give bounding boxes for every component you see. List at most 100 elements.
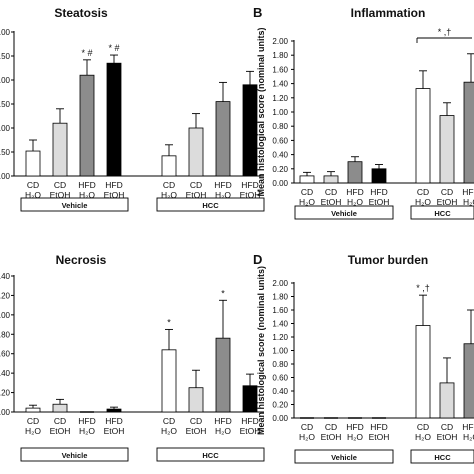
x-tick-label: CD: [301, 422, 313, 432]
x-tick-label: H₂O: [463, 432, 474, 442]
x-tick-label: HFD: [462, 187, 474, 197]
y-tick-label: .80: [0, 330, 11, 339]
x-tick-label: CD: [417, 187, 429, 197]
bar: [215, 101, 231, 177]
x-tick-label: CD: [27, 180, 39, 190]
x-tick-label: H₂O: [161, 190, 177, 200]
bar: [323, 175, 339, 184]
x-tick-label: EtOH: [369, 432, 390, 442]
x-tick-label: HFD: [105, 416, 122, 426]
significance-marker: * ,†: [438, 27, 452, 37]
bar: [161, 155, 177, 177]
bar: [161, 349, 177, 413]
x-tick-label: H₂O: [347, 432, 363, 442]
group-label-vehicle: Vehicle: [62, 201, 88, 210]
x-tick-label: H₂O: [79, 426, 95, 436]
x-tick-label: HFD: [214, 180, 231, 190]
x-tick-label: CD: [190, 416, 202, 426]
y-tick-label: 1.20: [0, 291, 11, 300]
x-tick-label: CD: [190, 180, 202, 190]
x-tick-label: HFD: [78, 180, 95, 190]
bar: [52, 403, 68, 413]
y-tick-label: 1.40: [272, 80, 288, 89]
x-tick-label: H₂O: [299, 432, 315, 442]
group-box: [294, 205, 394, 220]
x-tick-label: H₂O: [347, 197, 363, 207]
x-tick-label: EtOH: [104, 426, 125, 436]
x-tick-label: HFD: [241, 180, 258, 190]
x-tick-label: HFD: [370, 187, 387, 197]
x-tick-label: HFD: [241, 416, 258, 426]
y-tick-label: 1.20: [272, 94, 288, 103]
significance-marker: *: [167, 317, 171, 327]
y-tick-label: 1.40: [0, 272, 11, 281]
x-tick-label: EtOH: [437, 432, 458, 442]
x-tick-label: EtOH: [104, 190, 125, 200]
y-tick-label: 2.00: [0, 76, 11, 85]
bar: [106, 408, 122, 413]
x-tick-label: EtOH: [437, 197, 458, 207]
y-tick-label: .40: [0, 369, 11, 378]
y-tick-label: 1.00: [0, 311, 11, 320]
x-tick-label: HFD: [462, 422, 474, 432]
y-axis-label: Mean histological score (nominal units): [256, 266, 266, 435]
x-tick-label: HFD: [346, 422, 363, 432]
bar: [463, 343, 474, 419]
group-box: [20, 447, 129, 462]
bar: [439, 115, 455, 184]
bar: [299, 175, 315, 184]
x-tick-label: CD: [441, 422, 453, 432]
y-tick-label: .60: [0, 350, 11, 359]
x-tick-label: H₂O: [25, 190, 41, 200]
x-tick-label: HFD: [105, 180, 122, 190]
y-tick-label: 3.00: [0, 28, 11, 37]
bar: [415, 325, 431, 419]
x-tick-label: H₂O: [215, 426, 231, 436]
chart-title: Inflammation: [351, 6, 426, 20]
panel-letter: B: [253, 5, 262, 20]
x-tick-label: EtOH: [321, 197, 342, 207]
panel-letter: D: [253, 252, 262, 267]
y-tick-label: 0.40: [272, 151, 288, 160]
y-tick-label: 0.40: [272, 387, 288, 396]
y-tick-label: 0.20: [272, 165, 288, 174]
group-box: [410, 205, 474, 220]
group-box: [156, 197, 265, 212]
y-tick-label: 0.60: [272, 136, 288, 145]
group-box: [294, 449, 394, 464]
x-tick-label: HFD: [78, 416, 95, 426]
significance-marker: *: [221, 288, 225, 298]
x-tick-label: EtOH: [369, 197, 390, 207]
chart-title: Steatosis: [54, 6, 108, 20]
x-tick-label: H₂O: [415, 432, 431, 442]
y-tick-label: 1.20: [272, 333, 288, 342]
bar: [79, 74, 95, 177]
y-tick-label: 2.50: [0, 52, 11, 61]
group-label-hcc: HCC: [434, 453, 451, 462]
x-tick-label: H₂O: [415, 197, 431, 207]
x-tick-label: CD: [54, 180, 66, 190]
bar: [439, 382, 455, 419]
y-tick-label: 1.00: [0, 124, 11, 133]
group-label-vehicle: Vehicle: [331, 209, 357, 218]
group-label-hcc: HCC: [202, 201, 219, 210]
x-tick-label: CD: [27, 416, 39, 426]
x-tick-label: CD: [163, 416, 175, 426]
x-tick-label: CD: [54, 416, 66, 426]
x-tick-label: H₂O: [25, 426, 41, 436]
significance-marker: * #: [81, 48, 92, 58]
x-tick-label: EtOH: [321, 432, 342, 442]
bar: [242, 385, 258, 413]
group-label-hcc: HCC: [434, 209, 451, 218]
y-tick-label: 1.00: [272, 347, 288, 356]
bar: [106, 62, 122, 177]
x-tick-label: EtOH: [50, 426, 71, 436]
y-tick-label: 2.00: [272, 279, 288, 288]
x-tick-label: EtOH: [186, 426, 207, 436]
bar: [415, 88, 431, 184]
bar: [52, 122, 68, 177]
y-tick-label: 1.00: [272, 108, 288, 117]
bar: [347, 161, 363, 184]
group-label-hcc: HCC: [202, 451, 219, 460]
